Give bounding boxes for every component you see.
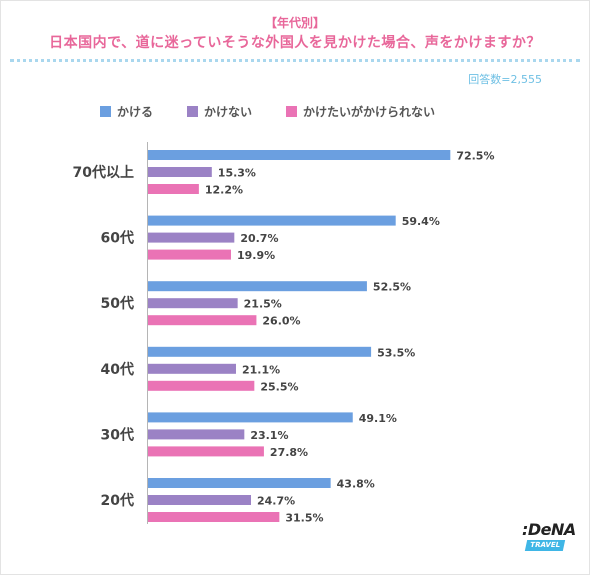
value-label-kaketaigakakerarenai: 26.0% (262, 315, 300, 328)
bar-kakeru (148, 346, 372, 357)
legend-swatch-kakeru (100, 105, 111, 117)
value-label-kakenai: 15.3% (218, 167, 256, 180)
value-label-kakeru: 49.1% (359, 412, 397, 425)
bar-kakeru (148, 150, 451, 160)
bar-kakeru (148, 281, 367, 292)
bar-kakeru (148, 215, 396, 226)
category-label: 70代以上 (73, 164, 134, 181)
legend-item-kaketaigakakerarenai: かけたいがかけられない (286, 103, 435, 120)
bar-kaketaigakakerarenai (148, 380, 255, 391)
legend-swatch-kaketaigakakerarenai (286, 105, 298, 117)
chart-title: 日本国内で、道に迷っていそうな外国人を見かけた場合、声をかけますか？ (49, 35, 541, 51)
bars-group: 70代以上 72.5% 15.3% 12.2% 60代 59.4% 20.7% 19.9% 50… (73, 150, 495, 525)
bar-kakenai (148, 495, 251, 505)
legend-label-kakenai: かけない (204, 104, 253, 119)
category-label: 60代 (101, 230, 134, 247)
value-label-kakeru: 52.5% (373, 281, 411, 294)
bar-kaketaigakakerarenai (148, 446, 264, 457)
category-label: 30代 (101, 426, 134, 443)
bar-kaketaigakakerarenai (148, 184, 199, 194)
bar-kaketaigakakerarenai (148, 512, 280, 522)
value-label-kaketaigakakerarenai: 19.9% (237, 249, 275, 262)
value-label-kaketaigakakerarenai: 27.8% (270, 446, 308, 459)
value-label-kaketaigakakerarenai: 31.5% (285, 512, 323, 525)
bar-kakenai (148, 232, 235, 243)
value-label-kakeru: 72.5% (456, 150, 494, 163)
value-label-kaketaigakakerarenai: 25.5% (260, 380, 298, 393)
value-label-kakeru: 59.4% (402, 215, 440, 228)
bar-kakenai (148, 429, 245, 440)
bar-kakenai (148, 363, 236, 374)
respondent-count: 回答数=2,555 (468, 73, 542, 86)
category-label: 20代 (101, 492, 134, 509)
value-label-kakenai: 21.5% (244, 298, 282, 311)
category-label: 40代 (101, 361, 134, 378)
value-label-kakenai: 21.1% (242, 363, 280, 376)
legend-swatch-kakenai (187, 105, 199, 117)
bar-kaketaigakakerarenai (148, 315, 257, 326)
value-label-kakeru: 53.5% (377, 346, 415, 359)
category-label: 50代 (101, 295, 134, 312)
value-label-kakeru: 43.8% (337, 478, 375, 491)
dotted-divider (10, 59, 580, 62)
chart-subtitle: 【年代別】 (264, 16, 325, 30)
bar-kakeru (148, 412, 353, 423)
dena-travel-logo: :DeNA TRAVEL (522, 520, 576, 556)
logo-text: :DeNA (522, 520, 576, 539)
bar-kakenai (148, 298, 238, 309)
value-label-kakenai: 23.1% (250, 429, 288, 442)
logo-band: TRAVEL (524, 540, 566, 551)
bar-kakenai (148, 167, 212, 177)
bar-kaketaigakakerarenai (148, 249, 231, 260)
legend-item-kakenai: かけない (187, 103, 252, 120)
value-label-kakenai: 24.7% (257, 495, 295, 508)
bar-kakeru (148, 478, 331, 488)
legend-item-kakeru: かける (100, 103, 153, 120)
legend-label-kaketaigakakerarenai: かけたいがかけられない (303, 104, 436, 119)
value-label-kakenai: 20.7% (240, 232, 278, 245)
legend-label-kakeru: かける (117, 104, 154, 119)
legend: かける かけない かけたいがかけられない (100, 103, 469, 119)
value-label-kaketaigakakerarenai: 12.2% (205, 184, 243, 197)
